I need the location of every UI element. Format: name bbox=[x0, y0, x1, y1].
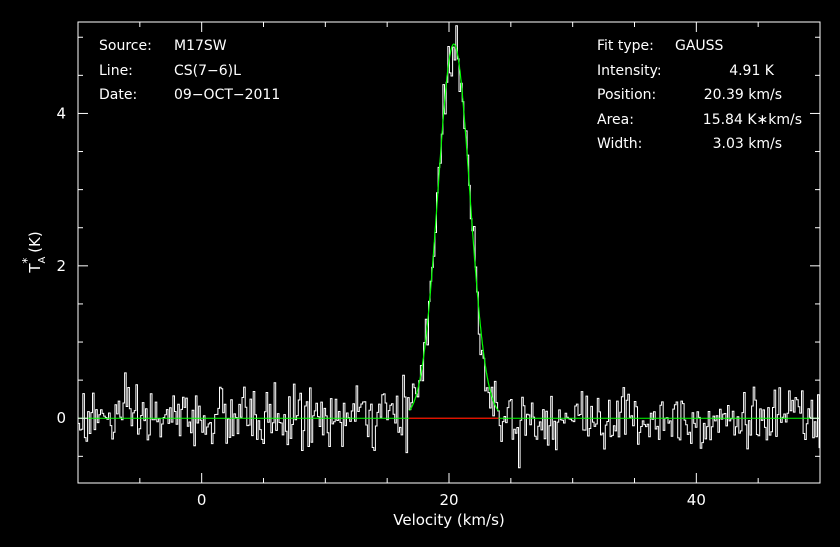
source-key: Source: bbox=[99, 38, 152, 54]
y-tick-label: 4 bbox=[56, 104, 66, 122]
x-tick-label: 0 bbox=[197, 491, 207, 509]
date-value: 09−OCT−2011 bbox=[174, 87, 280, 103]
x-tick-label: 40 bbox=[687, 491, 706, 509]
width-value: 3.03 km/s bbox=[713, 136, 782, 152]
line-value: CS(7−6)L bbox=[174, 63, 241, 79]
intensity-key: Intensity: bbox=[597, 63, 662, 79]
source-value: M17SW bbox=[174, 38, 227, 54]
plot-layer bbox=[78, 25, 820, 469]
fit-type-value: GAUSS bbox=[675, 38, 724, 54]
info-right: Fit type: GAUSS Intensity: 4.91 K Positi… bbox=[597, 38, 802, 152]
y-axis-title-unit: (K) bbox=[26, 231, 44, 257]
svg-text:TA* (K): TA* (K) bbox=[20, 231, 48, 273]
area-value: 15.84 K∗km/s bbox=[703, 112, 802, 128]
y-axis-title-sup: * bbox=[20, 258, 34, 264]
y-tick-label: 0 bbox=[56, 409, 66, 427]
gaussian-fit-line bbox=[408, 43, 499, 412]
ticks-layer: 0 20 40 0 2 4 bbox=[56, 22, 821, 509]
line-key: Line: bbox=[99, 63, 133, 79]
y-axis-title-main: T bbox=[26, 263, 44, 274]
x-tick-label: 20 bbox=[439, 491, 458, 509]
position-key: Position: bbox=[597, 87, 656, 103]
fit-type-key: Fit type: bbox=[597, 38, 654, 54]
date-key: Date: bbox=[99, 87, 137, 103]
position-value: 20.39 km/s bbox=[704, 87, 782, 103]
y-tick-label: 2 bbox=[56, 257, 66, 275]
info-left: Source: M17SW Line: CS(7−6)L Date: 09−OC… bbox=[99, 38, 280, 103]
width-key: Width: bbox=[597, 136, 642, 152]
intensity-value: 4.91 K bbox=[729, 63, 775, 79]
area-key: Area: bbox=[597, 112, 634, 128]
y-axis-title-sub: A bbox=[37, 256, 48, 263]
y-axis-title: TA* (K) bbox=[20, 231, 48, 273]
x-axis-title: Velocity (km/s) bbox=[393, 511, 504, 529]
